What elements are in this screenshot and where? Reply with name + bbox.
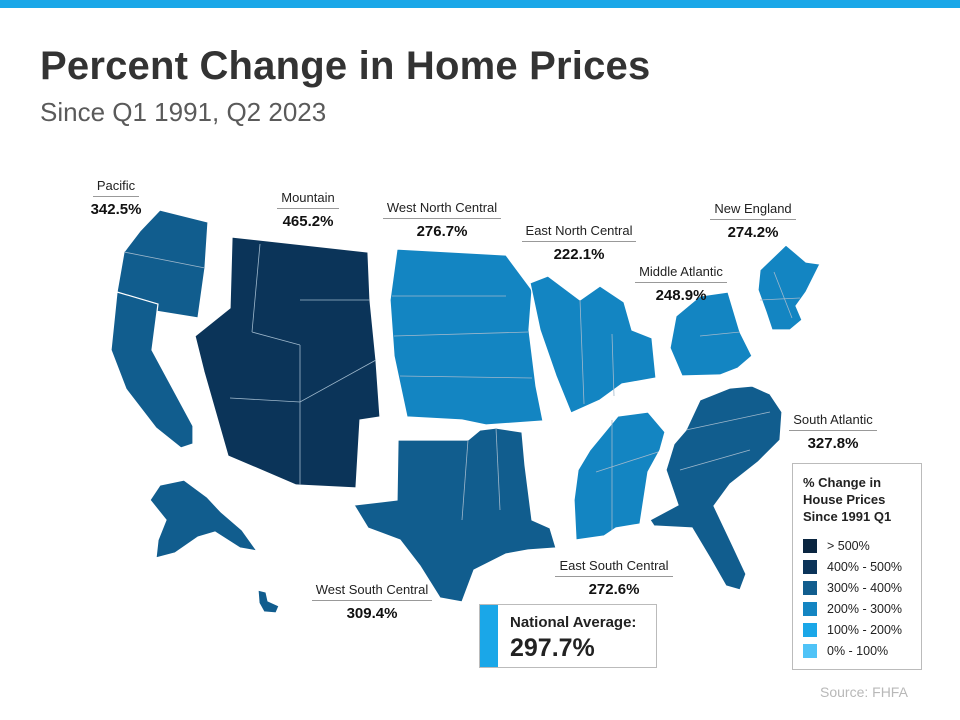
region-name-pacific: Pacific (92, 178, 140, 197)
legend-item-0-100: 0% - 100% (803, 640, 921, 661)
region-value-east-south-central: 272.6% (588, 581, 640, 598)
state-border-line (123, 251, 206, 269)
legend-swatch (803, 559, 817, 574)
state-border-line (699, 331, 741, 337)
region-shape-middle-atlantic (669, 291, 753, 377)
legend-item-300-400: 300% - 400% (803, 577, 921, 598)
region-value-mountain: 465.2% (282, 213, 334, 230)
state-border-line (495, 427, 501, 511)
region-name-middle-atlantic: Middle Atlantic (635, 264, 727, 283)
legend-item-200-300: 200% - 300% (803, 598, 921, 619)
legend-swatch (803, 622, 817, 637)
legend-item-400-500: 400% - 500% (803, 556, 921, 577)
region-name-east-south-central: East South Central (555, 558, 673, 577)
legend-item-above-500: > 500% (803, 535, 921, 556)
legend-title-line: % Change in (803, 475, 882, 490)
region-shape-mountain (194, 236, 381, 489)
legend-item-label: 0% - 100% (827, 643, 889, 658)
region-shape-pacific-4 (257, 589, 280, 614)
state-border-line (685, 411, 771, 431)
region-name-west-north-central: West North Central (382, 200, 502, 219)
region-value-west-north-central: 276.7% (416, 223, 468, 240)
region-value-middle-atlantic: 248.9% (655, 287, 707, 304)
label-new-england: New England 274.2% (704, 200, 802, 241)
label-west-south-central: West South Central 309.4% (308, 581, 436, 622)
region-shape-new-england (757, 244, 821, 331)
legend-swatch (803, 643, 817, 658)
region-value-east-north-central: 222.1% (553, 246, 605, 263)
label-east-north-central: East North Central 222.1% (516, 222, 642, 263)
state-border-line (393, 331, 529, 337)
region-name-mountain: Mountain (277, 190, 339, 209)
region-value-south-atlantic: 327.8% (807, 435, 859, 452)
region-shape-pacific-3 (149, 479, 259, 559)
state-border-line (579, 299, 585, 405)
label-west-north-central: West North Central 276.7% (378, 199, 506, 240)
legend-title-line: Since 1991 Q1 (803, 509, 892, 524)
state-border-line (679, 449, 751, 471)
page-subtitle: Since Q1 1991, Q2 2023 (40, 97, 327, 127)
national-average-box: National Average: 297.7% (479, 604, 657, 668)
label-pacific: Pacific 342.5% (76, 177, 156, 218)
state-border-line (251, 331, 301, 346)
region-shape-south-atlantic (649, 385, 783, 591)
region-name-new-england: New England (710, 201, 796, 220)
legend-swatch (803, 601, 817, 616)
region-shape-west-north-central (389, 248, 544, 426)
region-shape-west-south-central (353, 427, 557, 603)
legend-item-label: 100% - 200% (827, 622, 903, 637)
label-mountain: Mountain 465.2% (266, 189, 350, 230)
national-average-label: National Average: (510, 614, 637, 631)
region-value-west-south-central: 309.4% (346, 605, 398, 622)
region-value-pacific: 342.5% (90, 201, 142, 218)
legend-item-label: 300% - 400% (827, 580, 903, 595)
region-value-new-england: 274.2% (727, 224, 779, 241)
national-average-accent (480, 605, 498, 667)
region-shape-east-south-central (573, 411, 666, 541)
state-border-line (461, 439, 469, 521)
legend: % Change in House Prices Since 1991 Q1 >… (792, 463, 922, 670)
label-south-atlantic: South Atlantic 327.8% (786, 411, 880, 452)
national-average-value: 297.7% (510, 634, 595, 662)
legend-item-label: 200% - 300% (827, 601, 903, 616)
label-middle-atlantic: Middle Atlantic 248.9% (632, 263, 730, 304)
label-east-south-central: East South Central 272.6% (553, 557, 675, 598)
state-border-line (251, 243, 261, 333)
region-shape-east-north-central (529, 275, 657, 414)
legend-swatch (803, 538, 817, 553)
state-border-line (759, 297, 801, 301)
region-shape-pacific-2 (110, 291, 194, 449)
region-name-south-atlantic: South Atlantic (789, 412, 877, 431)
legend-item-label: 400% - 500% (827, 559, 903, 574)
legend-title: % Change in House Prices Since 1991 Q1 (803, 474, 921, 525)
legend-item-label: > 500% (827, 538, 870, 553)
state-border-line (773, 271, 793, 319)
state-border-line (611, 333, 615, 397)
region-name-east-north-central: East North Central (521, 223, 637, 242)
legend-title-line: House Prices (803, 492, 886, 507)
state-border-line (399, 375, 533, 379)
top-accent-bar (0, 0, 960, 8)
page-title: Percent Change in Home Prices (40, 44, 651, 88)
state-border-line (595, 451, 659, 473)
legend-swatch (803, 580, 817, 595)
region-name-west-south-central: West South Central (311, 582, 433, 601)
source-note: Source: FHFA (820, 684, 908, 700)
legend-item-100-200: 100% - 200% (803, 619, 921, 640)
